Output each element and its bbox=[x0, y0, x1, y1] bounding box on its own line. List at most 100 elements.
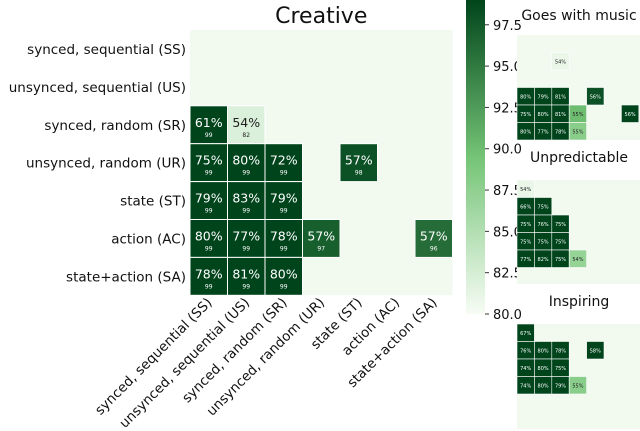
side-cell-label: 74% bbox=[520, 366, 531, 372]
chart-title: Creative bbox=[275, 4, 367, 29]
heatmap-cell bbox=[227, 105, 266, 145]
row-tick-label: synced, sequential (SS) bbox=[27, 42, 186, 58]
row-tick-label: state+action (SA) bbox=[66, 269, 186, 285]
side-cell-label: 75% bbox=[555, 222, 566, 228]
cell-value-label: 72% bbox=[270, 153, 298, 168]
side-cell-label: 78% bbox=[555, 129, 566, 135]
side-cell-label: 74% bbox=[520, 383, 531, 389]
colorbar-ramp bbox=[466, 0, 485, 314]
cell-value-label: 57% bbox=[345, 153, 373, 168]
colorbar-tick-label: 87.5 bbox=[493, 184, 522, 199]
side-cell-label: 80% bbox=[520, 94, 531, 100]
cell-sub-label: 99 bbox=[280, 208, 288, 215]
side-heatmap-cell bbox=[568, 122, 587, 141]
colorbar-tick-label: 80.0 bbox=[493, 308, 522, 323]
side-heatmap-title: Inspiring bbox=[549, 294, 609, 310]
side-cell-label: 80% bbox=[538, 366, 549, 372]
side-heatmap-cell bbox=[551, 52, 570, 71]
side-cell-label: 81% bbox=[555, 94, 566, 100]
cell-sub-label: 99 bbox=[280, 170, 288, 177]
colorbar-tick-label: 97.5 bbox=[493, 19, 522, 34]
side-cell-label: 80% bbox=[520, 129, 531, 135]
colorbar-tick-label: 95.0 bbox=[493, 60, 522, 75]
row-tick-label: unsynced, sequential (US) bbox=[9, 80, 186, 96]
side-cell-label: 75% bbox=[538, 239, 549, 245]
heatmap-cell bbox=[264, 256, 303, 296]
side-heatmap-3: Inspiring 67% 76% 80% 78% 58% 74% 80% 75% 74% 80% 7… bbox=[516, 294, 640, 429]
side-cell-label: 79% bbox=[555, 383, 566, 389]
colorbar-tick-label: 85.0 bbox=[493, 225, 522, 240]
cell-sub-label: 99 bbox=[205, 283, 213, 290]
side-heatmap-cell bbox=[568, 376, 587, 395]
cell-sub-label: 82 bbox=[242, 132, 250, 139]
side-cell-label: 75% bbox=[520, 239, 531, 245]
heatmap-cell bbox=[264, 219, 303, 258]
cell-sub-label: 99 bbox=[242, 283, 250, 290]
side-cell-label: 54% bbox=[520, 187, 531, 193]
side-cell-label: 77% bbox=[520, 257, 531, 263]
cell-sub-label: 99 bbox=[280, 246, 288, 253]
cell-value-label: 57% bbox=[307, 229, 335, 244]
side-cell-label: 75% bbox=[520, 112, 531, 118]
cell-sub-label: 96 bbox=[430, 246, 438, 253]
side-cell-label: 55% bbox=[572, 112, 583, 118]
cell-sub-label: 98 bbox=[355, 170, 363, 177]
cell-value-label: 78% bbox=[195, 266, 223, 281]
heatmap-cell bbox=[189, 105, 228, 145]
side-heatmap-1: Goes with music 54% 80% 79% 81% 56% 75% 80% 81% 5… bbox=[516, 8, 640, 141]
cell-value-label: 81% bbox=[232, 266, 260, 281]
side-cell-label: 82% bbox=[538, 257, 549, 263]
heatmap-cell bbox=[227, 256, 266, 296]
side-cell-label: 77% bbox=[538, 129, 549, 135]
cell-sub-label: 99 bbox=[205, 170, 213, 177]
cell-value-label: 57% bbox=[420, 229, 448, 244]
cell-sub-label: 99 bbox=[242, 246, 250, 253]
cell-value-label: 75% bbox=[195, 153, 223, 168]
row-tick-label: synced, random (SR) bbox=[44, 118, 186, 134]
cell-value-label: 80% bbox=[232, 153, 260, 168]
side-heatmaps: Goes with music 54% 80% 79% 81% 56% 75% 80% 81% 5… bbox=[516, 8, 640, 429]
cell-sub-label: 99 bbox=[205, 208, 213, 215]
heatmap-cell bbox=[264, 181, 303, 221]
side-cell-label: 80% bbox=[538, 383, 549, 389]
side-cell-label: 66% bbox=[520, 204, 531, 210]
heatmap-cell bbox=[227, 181, 266, 221]
cell-sub-label: 97 bbox=[317, 246, 325, 253]
cell-sub-label: 99 bbox=[242, 170, 250, 177]
cell-value-label: 79% bbox=[270, 191, 298, 206]
colorbar: 97.5 95.0 92.5 90.0 87.5 85.0 82.5 80.0 bbox=[466, 0, 522, 323]
side-cell-label: 78% bbox=[555, 348, 566, 354]
side-heatmap-cell bbox=[568, 249, 587, 268]
row-tick-label: state (ST) bbox=[120, 194, 186, 210]
cell-value-label: 80% bbox=[270, 266, 298, 281]
cell-value-label: 80% bbox=[195, 229, 223, 244]
side-heatmap-title: Unpredictable bbox=[530, 150, 628, 166]
cell-value-label: 83% bbox=[232, 191, 260, 206]
colorbar-tick-label: 92.5 bbox=[493, 101, 522, 116]
side-cell-label: 54% bbox=[555, 59, 566, 65]
side-cell-label: 76% bbox=[538, 222, 549, 228]
heatmap-cell bbox=[302, 219, 341, 258]
heatmap-cell bbox=[189, 219, 228, 258]
side-heatmap-cell bbox=[621, 104, 640, 123]
cell-value-label: 61% bbox=[195, 115, 223, 130]
side-cell-label: 75% bbox=[555, 257, 566, 263]
side-cell-label: 76% bbox=[520, 348, 531, 354]
side-cell-label: 79% bbox=[538, 94, 549, 100]
cell-value-label: 77% bbox=[232, 229, 260, 244]
side-cell-label: 56% bbox=[590, 94, 601, 100]
cell-value-label: 79% bbox=[195, 191, 223, 206]
cell-value-label: 54% bbox=[232, 115, 260, 130]
side-cell-label: 75% bbox=[520, 222, 531, 228]
side-cell-label: 81% bbox=[555, 112, 566, 118]
cell-sub-label: 99 bbox=[280, 283, 288, 290]
side-heatmap-cell bbox=[586, 341, 605, 360]
cell-sub-label: 99 bbox=[205, 246, 213, 253]
side-cell-label: 56% bbox=[625, 112, 636, 118]
cell-sub-label: 99 bbox=[242, 208, 250, 215]
side-cell-label: 80% bbox=[538, 348, 549, 354]
creative-heatmap: Creative 61% 99 54% 82 75% 99 80% 99 72% 99 57% 98 79… bbox=[9, 4, 453, 431]
side-cell-label: 55% bbox=[572, 129, 583, 135]
cell-value-label: 78% bbox=[270, 229, 298, 244]
